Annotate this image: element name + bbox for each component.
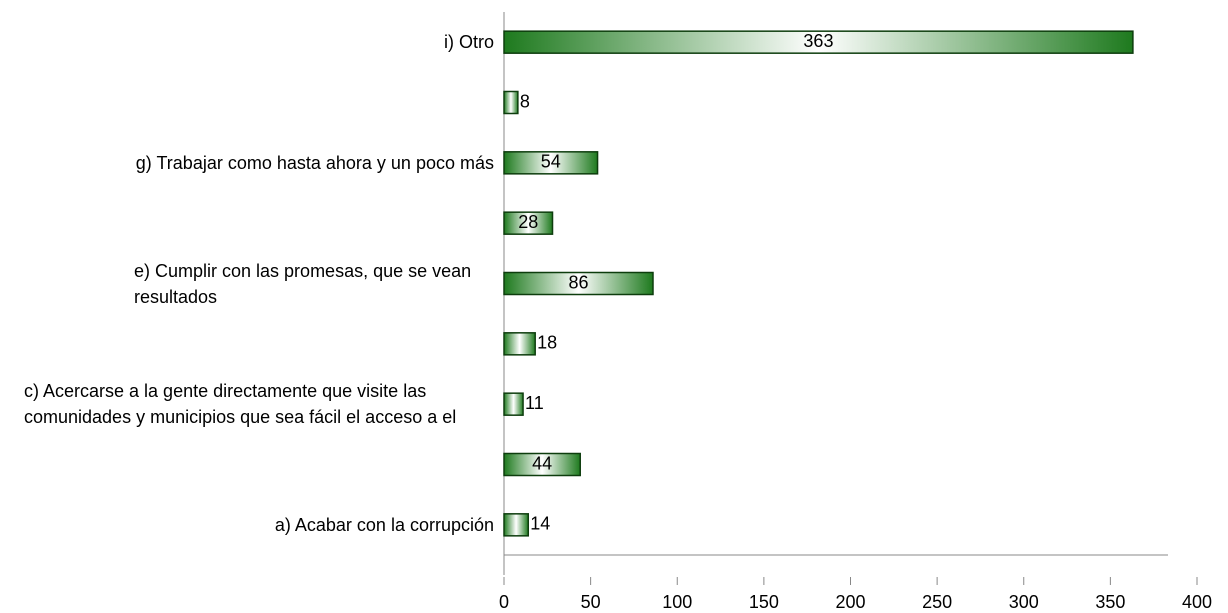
x-tick-label: 100	[662, 592, 692, 612]
x-tick-label: 300	[1009, 592, 1039, 612]
bar	[503, 452, 581, 477]
x-tick-label: 250	[922, 592, 952, 612]
value-label: 44	[532, 453, 552, 473]
value-label: 54	[541, 152, 561, 172]
y-tick-label: i) Otro	[443, 32, 494, 53]
y-tick-label: e) Cumplir con las promesas, que se vean…	[134, 260, 472, 307]
y-tick-label: a) Acabar con la corrupción	[274, 514, 494, 535]
x-tick-label: 150	[749, 592, 779, 612]
value-label: 18	[537, 333, 557, 353]
value-label: 363	[803, 31, 833, 51]
y-tick-label: c) Acercarse a la gente directamente que…	[24, 381, 457, 428]
value-label: 8	[520, 91, 530, 111]
bar	[503, 392, 524, 416]
value-label: 28	[518, 212, 538, 232]
x-tick-label: 400	[1182, 592, 1212, 612]
x-tick-label: 200	[835, 592, 865, 612]
x-tick-label: 0	[499, 592, 509, 612]
x-tick-label: 350	[1095, 592, 1125, 612]
value-label: 14	[530, 514, 550, 534]
value-label: 11	[525, 393, 544, 413]
value-label: 86	[568, 272, 588, 292]
x-tick-label: 50	[581, 592, 601, 612]
bar	[503, 30, 1134, 54]
y-tick-label: g) Trabajar como hasta ahora y un poco m…	[135, 152, 494, 173]
bar	[503, 271, 654, 296]
bar	[503, 151, 599, 175]
bar	[503, 90, 519, 115]
bar	[503, 513, 530, 537]
bar	[503, 332, 536, 356]
bar	[503, 211, 554, 235]
